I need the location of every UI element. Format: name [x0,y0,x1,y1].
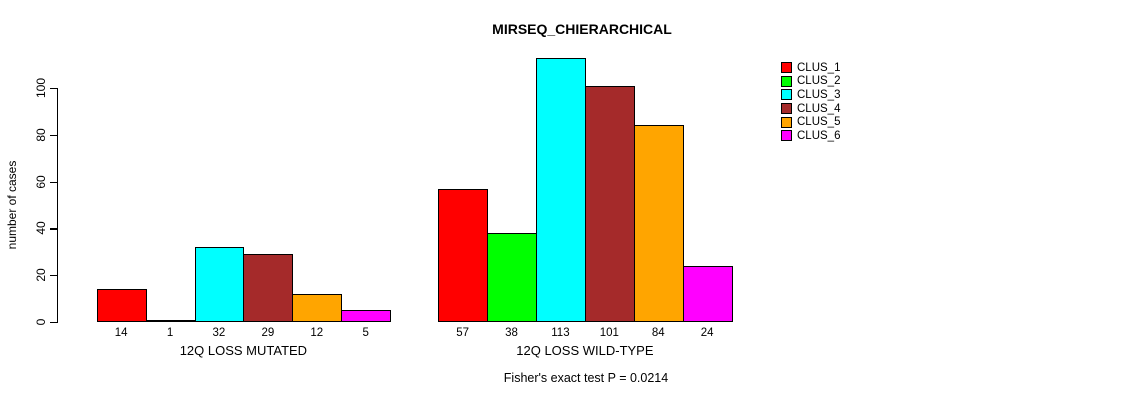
legend-label: CLUS_4 [797,102,841,115]
y-tick-mark [50,88,57,90]
bar-clus_6-wildtype [682,265,733,322]
bar-value-label: 5 [362,327,369,339]
x-group-label: 12Q LOSS WILD-TYPE [516,343,654,358]
y-tick-label: 100 [34,77,48,99]
bar-value-label: 38 [505,327,518,339]
bar-clus_1-mutated [96,289,147,322]
legend-swatch-clus_6 [781,130,792,142]
bar-value-label: 84 [651,327,665,339]
legend-swatch-clus_3 [781,89,792,101]
bar-clus_3-wildtype [536,57,586,322]
bar-clus_5-wildtype [633,125,684,322]
legend-item: CLUS_6 [781,129,840,143]
legend-item: CLUS_1 [781,61,840,75]
bar-value-label: 12 [310,327,324,339]
y-tick-label: 60 [34,174,48,189]
bar-clus_4-mutated [243,254,294,322]
bar-value-label: 1 [166,327,174,339]
bar-value-label: 29 [261,327,275,339]
y-tick-mark [50,181,57,183]
y-tick-mark [50,228,57,230]
legend-item: CLUS_5 [781,115,840,129]
bar-value-label: 32 [212,327,226,339]
bar-clus_2-wildtype [487,233,537,322]
bar-value-label: 113 [551,327,570,339]
legend-swatch-clus_5 [781,116,792,128]
y-tick-mark [50,322,57,324]
legend-swatch-clus_2 [781,75,792,87]
bar-value-label: 57 [456,327,470,339]
y-tick-label: 0 [34,318,48,326]
x-group-label: 12Q LOSS MUTATED [179,343,308,358]
bar-clus_3-mutated [194,247,245,322]
legend-swatch-clus_4 [781,103,792,115]
legend-label: CLUS_5 [797,116,841,129]
bar-value-label: 24 [700,327,714,339]
legend-label: CLUS_1 [797,61,841,74]
legend-label: CLUS_3 [797,88,841,101]
y-tick-label: 40 [34,221,48,236]
legend-swatch-clus_1 [781,62,792,74]
y-tick-mark [50,134,57,137]
chart-title: MIRSEQ_CHIERARCHICAL [492,21,672,37]
bar-clus_2-mutated [145,319,196,322]
y-tick-mark [50,275,57,277]
bar-value-label: 14 [114,327,128,339]
bar-clus_1-wildtype [438,188,489,322]
bar-clus_5-mutated [292,293,343,322]
bar-clus_4-wildtype [584,85,635,322]
legend-label: CLUS_2 [797,75,841,88]
y-tick-label: 20 [34,268,48,282]
legend-item: CLUS_3 [781,88,840,102]
legend: CLUS_1 CLUS_2 CLUS_3 CLUS_4 CLUS_5 CLUS_6 [781,61,840,143]
y-axis-line [57,88,59,323]
y-tick-label: 80 [34,128,48,142]
legend-label: CLUS_6 [797,129,841,142]
bar-value-label: 101 [599,327,619,339]
legend-item: CLUS_4 [781,102,840,116]
legend-item: CLUS_2 [781,75,840,89]
fisher-test-annotation: Fisher's exact test P = 0.0214 [503,371,669,385]
bar-clus_6-mutated [341,310,392,322]
